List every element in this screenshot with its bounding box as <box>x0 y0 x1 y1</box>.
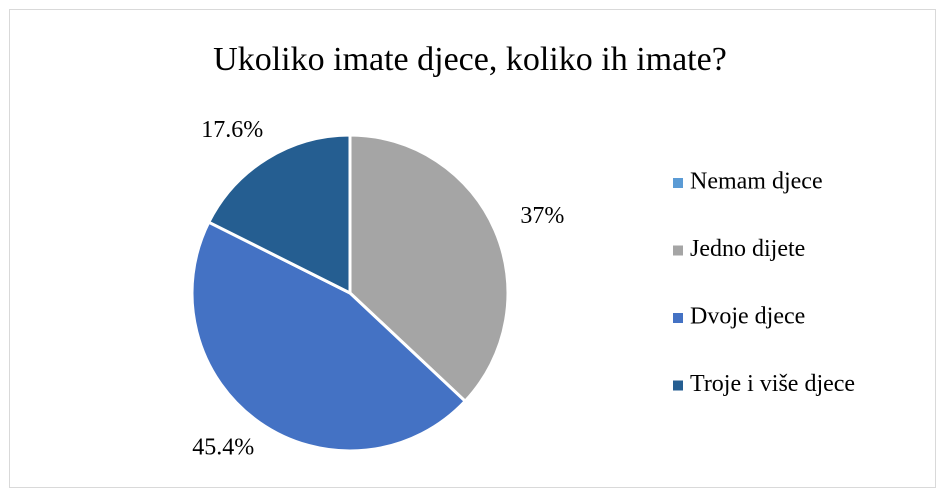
legend-label: Nemam djece <box>690 169 823 195</box>
legend-marker <box>673 178 683 188</box>
chart-title: Ukoliko imate djece, koliko ih imate? <box>213 41 727 78</box>
pie-slice <box>207 133 352 295</box>
legend-label: Troje i više djece <box>690 371 855 397</box>
data-label: 37% <box>520 203 564 229</box>
legend-label: Jedno dijete <box>690 236 805 262</box>
legend-marker <box>673 380 683 391</box>
legend-marker <box>673 245 683 256</box>
legend-label: Dvoje djece <box>690 304 805 330</box>
data-label: 17.6% <box>201 117 263 143</box>
legend-marker <box>673 313 683 323</box>
data-label: 45.4% <box>192 434 254 460</box>
pie-slice <box>348 133 510 403</box>
pie-slice <box>190 220 467 453</box>
